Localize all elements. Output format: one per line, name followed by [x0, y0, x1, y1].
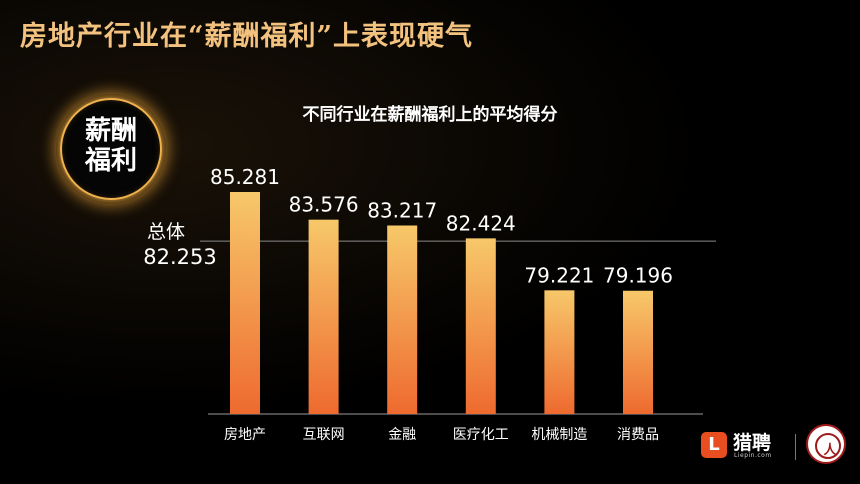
slide-title: 房地产行业在“薪酬福利”上表现硬气 — [20, 21, 474, 52]
reference-line-value: 82.253 — [143, 245, 216, 269]
category-label: 医疗化工 — [453, 427, 509, 443]
bar-value-label: 79.196 — [603, 264, 673, 288]
liepin-logo-name: 猎聘 — [733, 432, 772, 454]
university-seal-icon: 人 — [806, 424, 846, 464]
bar — [544, 290, 575, 414]
liepin-logo-subtext: Liepin.com — [734, 452, 772, 459]
bar-value-label: 83.217 — [367, 198, 437, 222]
bar-value-label: 83.576 — [289, 193, 359, 217]
bar — [230, 192, 260, 414]
logo-divider — [795, 434, 796, 460]
badge-line-2: 福利 — [84, 146, 137, 176]
bar-value-label: 79.221 — [524, 263, 594, 287]
category-label: 金融 — [388, 427, 416, 443]
category-label: 房地产 — [224, 427, 266, 443]
bar — [623, 290, 653, 414]
bar — [387, 225, 418, 414]
category-label: 互联网 — [303, 427, 345, 443]
chart-title: 不同行业在薪酬福利上的平均得分 — [302, 105, 558, 125]
badge-line-1: 薪酬 — [84, 116, 137, 146]
category-label: 机械制造 — [531, 427, 587, 443]
bar-value-label: 82.424 — [446, 211, 516, 235]
salary-benefit-badge: 薪酬 福利 — [56, 94, 166, 204]
bar — [465, 238, 496, 414]
bar-value-label: 85.281 — [210, 165, 280, 189]
badge-glow-ring — [60, 98, 162, 200]
liepin-logo-icon: L — [701, 432, 727, 458]
bar — [308, 219, 339, 414]
badge-text: 薪酬 福利 — [56, 116, 166, 176]
reference-line-label: 总体 — [147, 221, 185, 243]
category-label: 消费品 — [617, 427, 659, 443]
